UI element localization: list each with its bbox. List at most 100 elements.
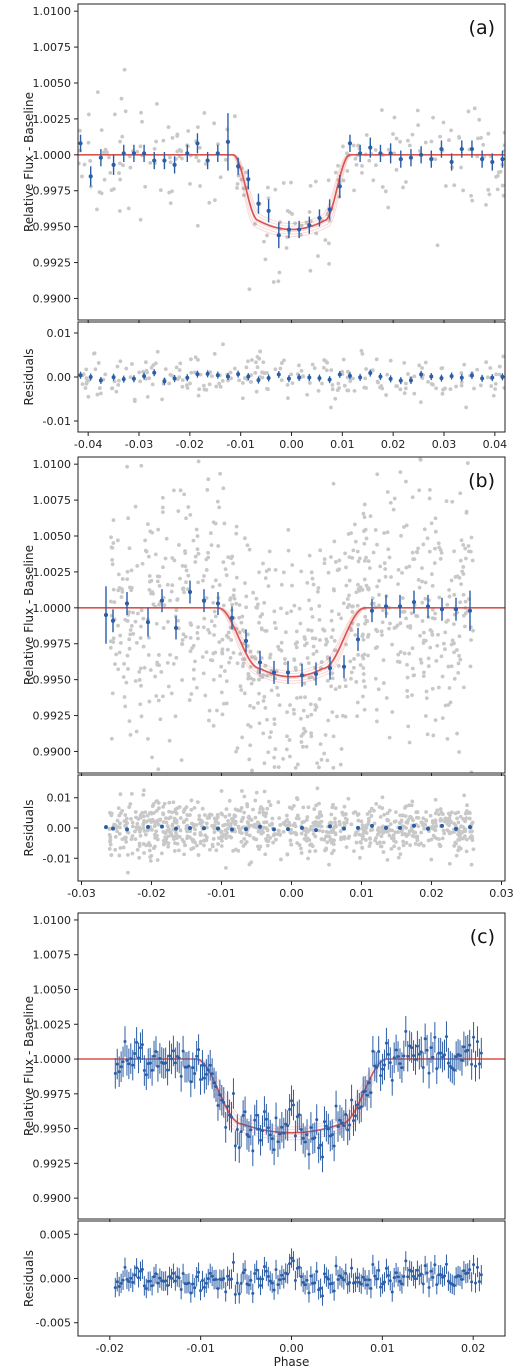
raw-data-point xyxy=(225,802,229,806)
raw-data-point xyxy=(444,619,449,624)
binned-data-point xyxy=(124,601,130,606)
residual-point xyxy=(353,1280,357,1284)
residual-raw-point xyxy=(113,834,118,839)
binned-data-point xyxy=(256,201,261,206)
residual-raw-point xyxy=(441,828,446,833)
raw-data-point xyxy=(279,606,283,611)
residual-raw-point xyxy=(342,836,347,841)
residual-raw-point xyxy=(233,819,238,824)
raw-data-point xyxy=(392,626,397,630)
residual-raw-point xyxy=(364,838,368,842)
residual-raw-point xyxy=(403,814,408,819)
residual-raw-point xyxy=(240,789,244,793)
raw-data-point xyxy=(301,744,305,749)
y-tick-label: 1.0000 xyxy=(33,602,72,615)
residual-raw-point xyxy=(430,826,434,831)
residual-point xyxy=(249,1278,253,1282)
raw-data-point xyxy=(158,188,163,193)
raw-data-point xyxy=(95,90,100,94)
y-tick-label: 1.0075 xyxy=(33,949,72,962)
residual-raw-point xyxy=(356,818,361,823)
residual-point xyxy=(388,1279,392,1283)
residual-raw-point xyxy=(405,820,410,825)
residual-raw-point xyxy=(378,840,382,845)
residual-point xyxy=(255,1268,259,1272)
residual-point xyxy=(419,1272,423,1276)
raw-data-point xyxy=(276,644,281,649)
data-point xyxy=(187,1064,191,1068)
raw-data-point xyxy=(366,632,371,637)
raw-data-point xyxy=(330,671,335,676)
data-point xyxy=(127,1062,131,1066)
raw-data-point xyxy=(307,210,312,214)
raw-data-point xyxy=(450,499,455,504)
raw-data-point xyxy=(125,569,130,574)
raw-data-point xyxy=(339,616,344,621)
residual-point xyxy=(197,1270,201,1274)
raw-data-point xyxy=(410,550,415,555)
raw-data-point xyxy=(441,641,446,646)
raw-data-point xyxy=(123,617,128,622)
raw-data-point xyxy=(196,580,201,585)
residual-raw-point xyxy=(198,831,203,835)
data-point xyxy=(293,1134,297,1138)
raw-data-point xyxy=(290,212,294,216)
raw-data-point xyxy=(392,115,397,120)
residual-point xyxy=(276,1283,280,1287)
raw-data-point xyxy=(173,714,178,719)
data-point xyxy=(313,1136,317,1140)
raw-data-point xyxy=(375,719,379,724)
residual-binned-point xyxy=(459,375,464,380)
residual-raw-point xyxy=(216,821,221,826)
raw-data-point xyxy=(221,701,226,706)
residual-point xyxy=(224,1290,228,1294)
raw-data-point xyxy=(349,670,354,675)
raw-data-point xyxy=(121,163,125,168)
residual-raw-point xyxy=(212,351,217,356)
residual-raw-point xyxy=(115,829,119,834)
residual-raw-point xyxy=(242,810,247,815)
binned-data-point xyxy=(341,664,347,669)
raw-data-point xyxy=(143,538,148,543)
residual-raw-point xyxy=(237,378,242,383)
raw-data-point xyxy=(417,488,422,493)
raw-data-point xyxy=(364,618,369,623)
raw-data-point xyxy=(139,714,144,719)
residual-raw-point xyxy=(385,818,390,823)
residual-raw-point xyxy=(135,826,140,831)
transit-model-line xyxy=(78,1058,505,1134)
raw-data-point xyxy=(383,567,388,571)
raw-data-point xyxy=(217,640,222,645)
raw-data-point xyxy=(235,661,240,666)
raw-data-point xyxy=(398,621,403,626)
x-tick-label: -0.02 xyxy=(137,887,165,900)
residual-binned-point xyxy=(215,373,220,378)
raw-data-point xyxy=(344,151,349,156)
y-tick-label: 1.0025 xyxy=(33,566,72,579)
raw-data-point xyxy=(394,167,399,172)
x-tick-label: -0.03 xyxy=(67,887,95,900)
residual-point xyxy=(446,1279,450,1283)
raw-data-point xyxy=(207,631,212,635)
data-point xyxy=(255,1113,259,1117)
residual-raw-point xyxy=(96,361,101,365)
raw-data-point xyxy=(109,535,113,540)
raw-data-point xyxy=(119,595,124,599)
raw-data-point xyxy=(89,184,93,189)
residual-raw-point xyxy=(456,832,461,837)
raw-data-point xyxy=(316,586,321,590)
residual-raw-point xyxy=(144,376,148,381)
residual-binned-point xyxy=(195,372,200,377)
residual-raw-point xyxy=(209,374,214,379)
data-point xyxy=(406,1054,410,1058)
raw-data-point xyxy=(415,614,420,619)
data-point xyxy=(204,1072,208,1076)
raw-data-point xyxy=(419,660,424,665)
raw-data-point xyxy=(295,696,299,700)
residual-raw-point xyxy=(213,819,218,824)
data-point xyxy=(179,1074,183,1078)
raw-data-point xyxy=(186,505,191,509)
raw-data-point xyxy=(196,551,201,556)
raw-data-point xyxy=(313,707,318,712)
binned-data-point xyxy=(271,670,277,675)
